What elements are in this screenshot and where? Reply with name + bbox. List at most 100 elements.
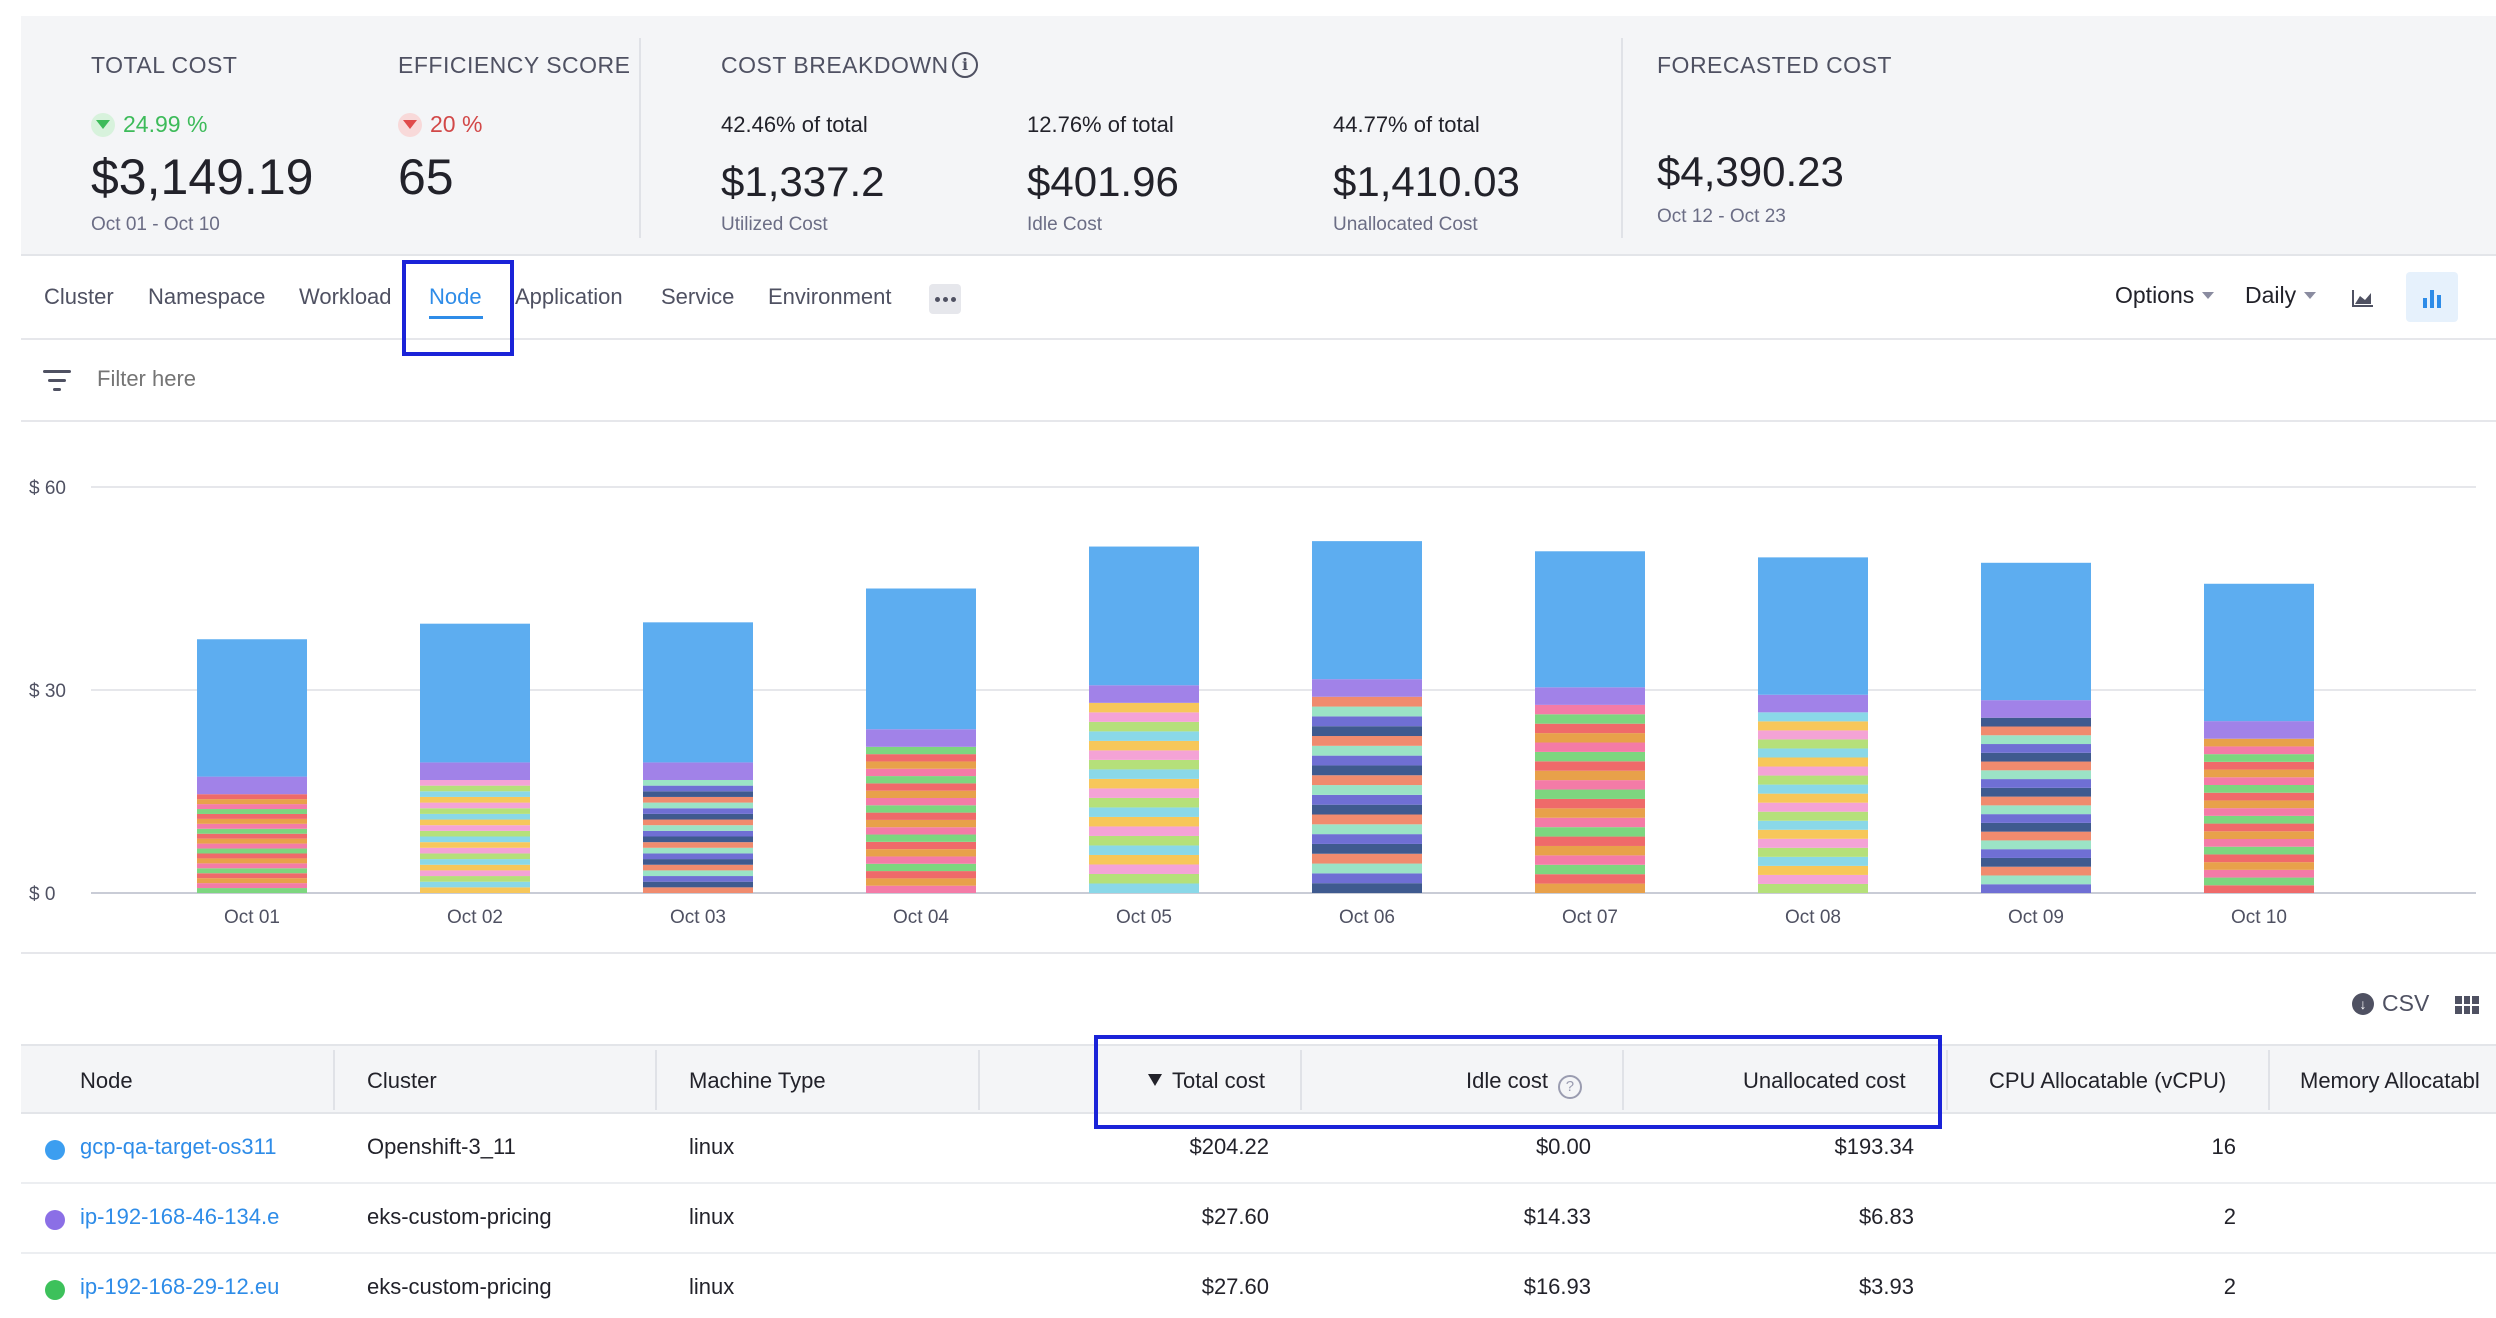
- bar-segment[interactable]: [1089, 845, 1199, 855]
- bar-segment[interactable]: [1089, 712, 1199, 722]
- bar-segment[interactable]: [1089, 759, 1199, 770]
- bar-segment[interactable]: [197, 799, 307, 805]
- bar-segment[interactable]: [1981, 796, 2091, 806]
- bar-segment[interactable]: [1535, 742, 1645, 752]
- bar-segment-top[interactable]: [2204, 583, 2314, 722]
- tab-cluster[interactable]: Cluster: [44, 284, 114, 309]
- bar-segment[interactable]: [1535, 761, 1645, 771]
- tab-node[interactable]: Node: [429, 284, 482, 309]
- bar-segment[interactable]: [866, 878, 976, 886]
- bar-segment[interactable]: [420, 785, 530, 792]
- bar-segment[interactable]: [643, 847, 753, 854]
- table-row[interactable]: ip-192-168-29-12.eu eks-custom-pricing l…: [21, 1254, 2496, 1318]
- bar-segment[interactable]: [1758, 838, 1868, 848]
- bar-segment[interactable]: [1089, 883, 1199, 893]
- table-row[interactable]: gcp-qa-target-os311 Openshift-3_11 linux…: [21, 1114, 2496, 1184]
- col-cpu-allocatable[interactable]: CPU Allocatable (vCPU): [1989, 1068, 2227, 1093]
- bar-segment[interactable]: [866, 885, 976, 893]
- bar-segment[interactable]: [197, 878, 307, 884]
- bar-segment[interactable]: [1312, 785, 1422, 795]
- bar-segment[interactable]: [1758, 721, 1868, 731]
- bar-segment[interactable]: [1981, 822, 2091, 832]
- bar-segment[interactable]: [1981, 840, 2091, 850]
- tab-environment[interactable]: Environment: [768, 284, 892, 309]
- bar-segment[interactable]: [643, 864, 753, 871]
- bar-segment[interactable]: [1312, 726, 1422, 737]
- bar-segment[interactable]: [866, 827, 976, 835]
- bar-segment-top[interactable]: [866, 588, 976, 730]
- bar-segment[interactable]: [1535, 780, 1645, 790]
- bar-segment[interactable]: [866, 863, 976, 872]
- bar-segment[interactable]: [1535, 714, 1645, 724]
- csv-download-button[interactable]: ↓ CSV: [2352, 990, 2429, 1017]
- bar-segment[interactable]: [866, 768, 976, 777]
- bar-segment-top[interactable]: [643, 622, 753, 763]
- filter-icon[interactable]: [43, 370, 71, 392]
- bar-segment[interactable]: [1758, 730, 1868, 740]
- bar-segment[interactable]: [1535, 704, 1645, 715]
- bar-segment[interactable]: [197, 843, 307, 849]
- bar-segment[interactable]: [1981, 875, 2091, 885]
- bar-segment[interactable]: [1981, 770, 2091, 780]
- bar-segment[interactable]: [2204, 839, 2314, 847]
- bar-segment[interactable]: [1758, 793, 1868, 803]
- bar-segment[interactable]: [1981, 805, 2091, 815]
- bar-segment[interactable]: [1981, 761, 2091, 771]
- help-icon[interactable]: ?: [1557, 1075, 1582, 1099]
- bar-segment[interactable]: [2204, 777, 2314, 786]
- bar-segment[interactable]: [420, 830, 530, 837]
- bar-segment[interactable]: [1089, 835, 1199, 846]
- bar-segment[interactable]: [1089, 740, 1199, 751]
- bar-segment[interactable]: [643, 796, 753, 803]
- bar-segment[interactable]: [1981, 726, 2091, 736]
- bar-segment[interactable]: [643, 830, 753, 837]
- bar-segment[interactable]: [1758, 802, 1868, 812]
- bar-segment-top[interactable]: [420, 623, 530, 763]
- bar-segment[interactable]: [1312, 706, 1422, 717]
- col-total-cost[interactable]: Total cost: [1148, 1068, 1265, 1094]
- info-icon[interactable]: i: [952, 52, 978, 78]
- tab-application[interactable]: Application: [515, 284, 623, 309]
- bar-segment[interactable]: [420, 876, 530, 882]
- bar-segment[interactable]: [643, 859, 753, 865]
- bar-segment[interactable]: [1312, 843, 1422, 854]
- bar-segment[interactable]: [1981, 814, 2091, 823]
- bar-segment[interactable]: [197, 804, 307, 810]
- bar-segment[interactable]: [643, 870, 753, 877]
- bar-segment[interactable]: [2204, 800, 2314, 809]
- bar-segment[interactable]: [1089, 788, 1199, 798]
- bar-segment[interactable]: [2204, 885, 2314, 893]
- bar-segment[interactable]: [643, 779, 753, 786]
- bar-segment[interactable]: [1535, 864, 1645, 875]
- bar-segment[interactable]: [197, 873, 307, 879]
- bar-segment[interactable]: [1535, 751, 1645, 762]
- bar-segment[interactable]: [197, 828, 307, 834]
- bar-segment[interactable]: [1089, 797, 1199, 808]
- bar-segment[interactable]: [1758, 883, 1868, 893]
- bar-segment[interactable]: [2204, 831, 2314, 840]
- bar-segment[interactable]: [1981, 752, 2091, 762]
- bar-segment[interactable]: [1312, 745, 1422, 756]
- bar-segment[interactable]: [2204, 769, 2314, 778]
- bar-segment[interactable]: [2204, 815, 2314, 824]
- bar-segment[interactable]: [2204, 721, 2314, 739]
- bar-segment[interactable]: [420, 825, 530, 831]
- bar-segment[interactable]: [1981, 787, 2091, 797]
- bar-segment[interactable]: [2204, 792, 2314, 801]
- bar-segment[interactable]: [1312, 755, 1422, 766]
- area-chart-icon[interactable]: [2337, 272, 2389, 322]
- bar-segment[interactable]: [197, 863, 307, 869]
- bar-segment[interactable]: [1981, 831, 2091, 841]
- bar-segment[interactable]: [1089, 702, 1199, 713]
- bar-segment[interactable]: [1758, 856, 1868, 866]
- bar-segment[interactable]: [1981, 857, 2091, 867]
- bar-segment[interactable]: [866, 761, 976, 769]
- bar-segment[interactable]: [420, 881, 530, 888]
- bar-segment[interactable]: [197, 794, 307, 800]
- bar-segment[interactable]: [866, 834, 976, 842]
- bar-segment[interactable]: [420, 779, 530, 786]
- bar-segment[interactable]: [1089, 769, 1199, 779]
- bar-segment[interactable]: [1312, 775, 1422, 786]
- tab-namespace[interactable]: Namespace: [148, 284, 266, 309]
- bar-segment[interactable]: [1758, 694, 1868, 713]
